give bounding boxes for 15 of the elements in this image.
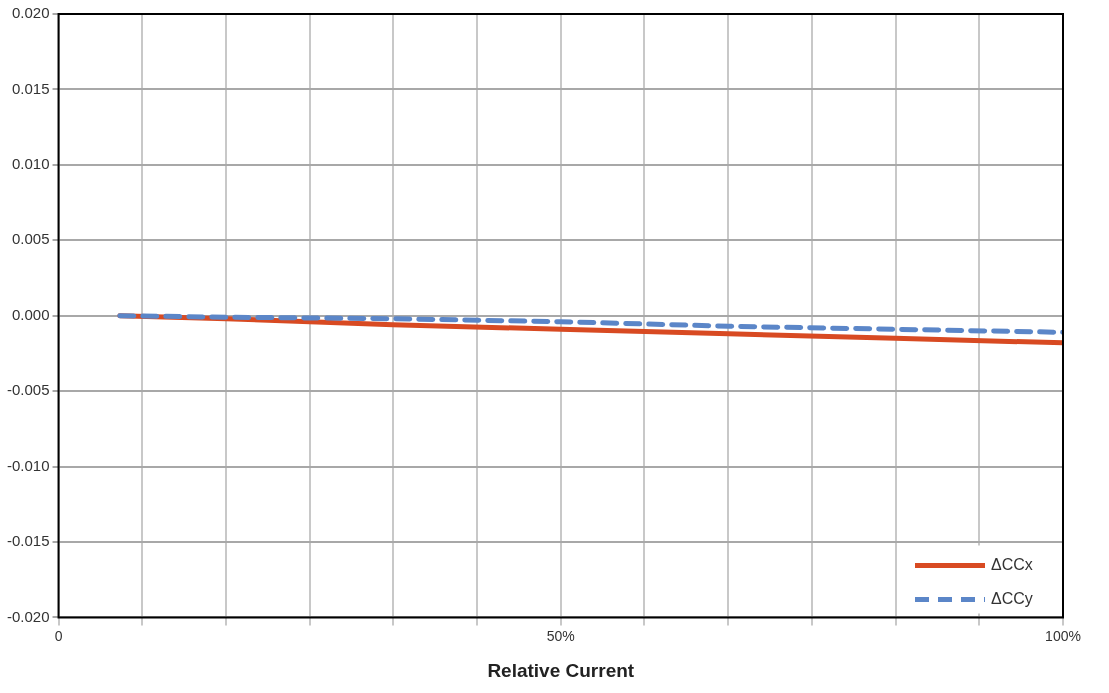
y-tick-label: 0.015 bbox=[11, 79, 50, 97]
legend-label: ΔCCy bbox=[991, 589, 1033, 607]
legend-label: ΔCCx bbox=[991, 555, 1033, 573]
x-tick-label: 50% bbox=[546, 627, 575, 644]
y-tick-label: 0.005 bbox=[11, 230, 50, 248]
y-tick-label: 0.010 bbox=[11, 154, 50, 172]
y-tick-label: 0.020 bbox=[11, 4, 50, 22]
y-tick-label: -0.005 bbox=[6, 381, 50, 399]
x-tick-label: 100% bbox=[1045, 627, 1081, 644]
y-tick-label: -0.020 bbox=[6, 607, 50, 625]
x-tick-label: 0 bbox=[54, 627, 63, 644]
y-tick-label: 0.000 bbox=[11, 305, 50, 323]
x-axis-title: Relative Current bbox=[487, 659, 635, 681]
y-tick-label: -0.015 bbox=[6, 532, 50, 550]
y-tick-label: -0.010 bbox=[6, 456, 50, 474]
